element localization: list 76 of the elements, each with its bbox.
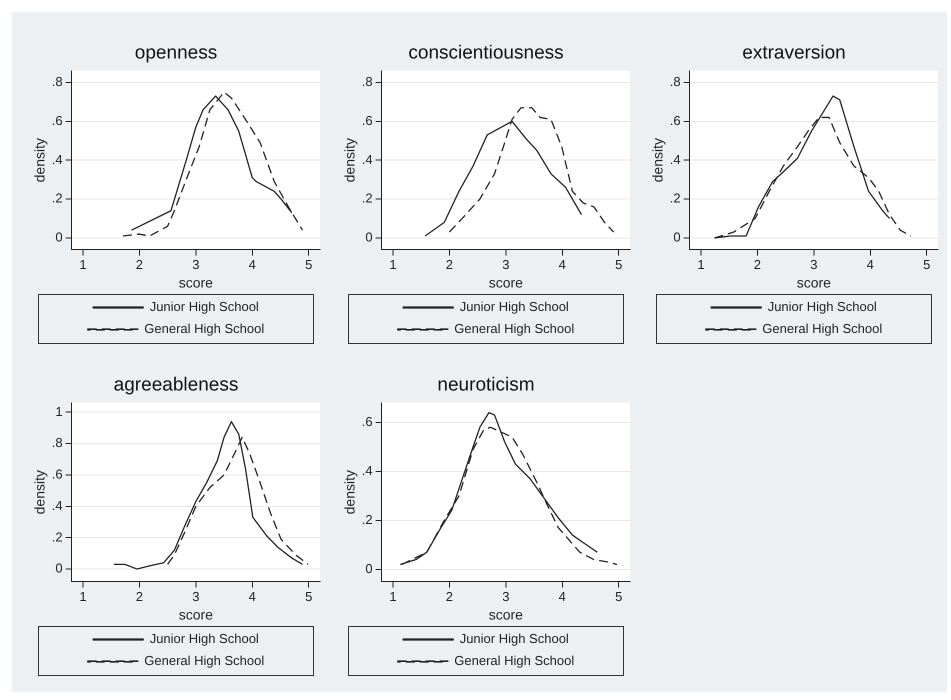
x-tick-label: 4 <box>866 256 874 272</box>
legend-label: Junior High School <box>768 299 877 314</box>
x-axis-title: score <box>488 274 524 290</box>
y-axis-title: density <box>31 138 48 182</box>
legend-label: General High School <box>762 321 882 336</box>
x-tick-label: 4 <box>558 588 566 604</box>
line-series <box>122 92 304 237</box>
legend-label: General High School <box>454 653 574 668</box>
x-tick-label: 3 <box>502 256 510 272</box>
x-tick-label: 2 <box>446 256 453 272</box>
x-tick-label: 2 <box>754 256 761 272</box>
legend-label: Junior High School <box>150 631 259 646</box>
chart-title: conscientiousness <box>408 42 564 64</box>
y-tick-label: .4 <box>52 152 63 167</box>
x-tick-label: 3 <box>192 588 200 604</box>
x-tick-label: 3 <box>810 256 818 272</box>
y-tick-label: 0 <box>55 230 63 245</box>
legend-label: General High School <box>144 321 264 336</box>
y-tick-label: .2 <box>52 190 63 206</box>
x-tick-label: 4 <box>248 256 256 272</box>
x-tick-label: 1 <box>79 588 87 604</box>
chart-title: neuroticism <box>437 374 535 396</box>
x-axis-title: score <box>796 274 832 290</box>
y-tick-label: .8 <box>52 435 63 450</box>
y-tick-label: .6 <box>362 414 373 429</box>
x-tick-label: 4 <box>558 256 566 272</box>
x-tick-label: 1 <box>389 588 397 604</box>
legend-label: Junior High School <box>460 631 569 646</box>
y-tick-label: 0 <box>365 230 373 245</box>
y-axis-title: density <box>341 138 358 182</box>
y-tick-label: .8 <box>670 74 681 90</box>
y-tick-label: 0 <box>55 560 63 576</box>
x-tick-label: 1 <box>79 256 87 272</box>
y-tick-label: 0 <box>673 230 681 245</box>
y-tick-label: .4 <box>362 462 373 478</box>
legend-label: Junior High School <box>460 299 569 314</box>
x-tick-label: 4 <box>248 588 256 604</box>
legend-label: General High School <box>144 653 264 668</box>
x-axis-title: score <box>178 274 214 290</box>
y-axis-title: density <box>649 138 666 182</box>
x-tick-label: 1 <box>697 256 705 272</box>
y-tick-label: .2 <box>362 190 373 206</box>
y-tick-label: 0 <box>365 560 373 576</box>
chart-title: extraversion <box>742 42 846 64</box>
x-tick-label: 5 <box>615 588 622 604</box>
legend-label: Junior High School <box>150 299 259 314</box>
y-tick-label: .4 <box>52 498 63 513</box>
x-tick-label: 2 <box>446 588 453 604</box>
y-tick-label: .8 <box>52 74 63 90</box>
y-axis-title: density <box>31 470 48 514</box>
y-tick-label: .4 <box>670 152 681 167</box>
x-tick-label: 3 <box>502 588 510 604</box>
x-tick-label: 5 <box>615 256 622 272</box>
x-tick-label: 2 <box>136 256 143 272</box>
x-tick-label: 2 <box>136 588 143 604</box>
y-tick-label: .8 <box>362 74 373 90</box>
chart-title: openness <box>134 42 218 64</box>
y-tick-label: .2 <box>52 529 63 544</box>
y-tick-label: .6 <box>52 112 63 128</box>
y-tick-label: .2 <box>362 512 373 527</box>
chart-title: agreeableness <box>114 374 238 396</box>
y-tick-label: .6 <box>52 466 63 482</box>
x-tick-label: 5 <box>305 588 312 604</box>
y-tick-label: .6 <box>670 112 681 128</box>
y-tick-label: .4 <box>362 152 373 167</box>
x-tick-label: 5 <box>305 256 312 272</box>
x-tick-label: 1 <box>389 256 397 272</box>
y-axis-title: density <box>341 470 358 514</box>
legend-label: General High School <box>454 321 574 336</box>
x-axis-title: score <box>488 606 524 622</box>
x-tick-label: 5 <box>923 256 930 272</box>
x-axis-title: score <box>178 606 214 622</box>
y-tick-label: .2 <box>670 190 681 206</box>
x-tick-label: 3 <box>192 256 200 272</box>
y-tick-label: 1 <box>55 404 63 419</box>
y-tick-label: .6 <box>362 112 373 128</box>
